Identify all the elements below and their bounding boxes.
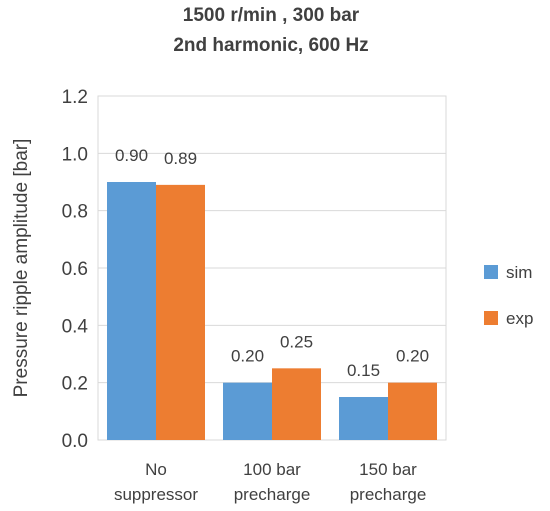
y-tick-label: 1.0: [62, 144, 88, 165]
chart-title-line-1: 1500 r/min , 300 bar: [183, 5, 360, 26]
x-tick-label: precharge: [234, 485, 311, 504]
data-label-exp: 0.20: [396, 347, 429, 366]
bar-sim: [223, 382, 272, 440]
data-label-sim: 0.90: [115, 146, 148, 165]
y-tick-label: 0.2: [62, 374, 88, 395]
bar-exp: [272, 368, 321, 440]
x-tick-label: 150 bar: [359, 460, 417, 479]
x-tick-label: precharge: [350, 485, 427, 504]
data-label-sim: 0.15: [347, 361, 380, 380]
y-tick-label: 0.0: [62, 431, 88, 452]
data-label-exp: 0.25: [280, 332, 313, 351]
legend-swatch-sim: [484, 265, 498, 279]
legend: sim exp: [484, 263, 533, 328]
y-tick-label: 1.2: [62, 87, 88, 108]
bar-exp: [388, 382, 437, 440]
legend-swatch-exp: [484, 311, 498, 325]
y-tick-label: 0.4: [62, 316, 89, 337]
y-axis-title: Pressure ripple amplitude [bar]: [11, 139, 32, 398]
x-tick-label: 100 bar: [243, 460, 301, 479]
x-tick-label: suppressor: [114, 485, 198, 504]
legend-label-sim: sim: [506, 263, 532, 282]
legend-label-exp: exp: [506, 309, 533, 328]
data-label-sim: 0.20: [231, 347, 264, 366]
data-label-exp: 0.89: [164, 149, 197, 168]
bar-sim: [107, 182, 156, 440]
x-tick-label: No: [145, 460, 167, 479]
plot-area: 0.0 0.2 0.4 0.6 0.8 1.0 1.2 0.90 0.89 No suppresso…: [62, 87, 447, 504]
bar-exp: [156, 184, 205, 440]
y-tick-label: 0.8: [62, 202, 88, 223]
chart-title-line-2: 2nd harmonic, 600 Hz: [173, 35, 368, 56]
y-tick-label: 0.6: [62, 259, 88, 280]
bar-sim: [339, 397, 388, 440]
